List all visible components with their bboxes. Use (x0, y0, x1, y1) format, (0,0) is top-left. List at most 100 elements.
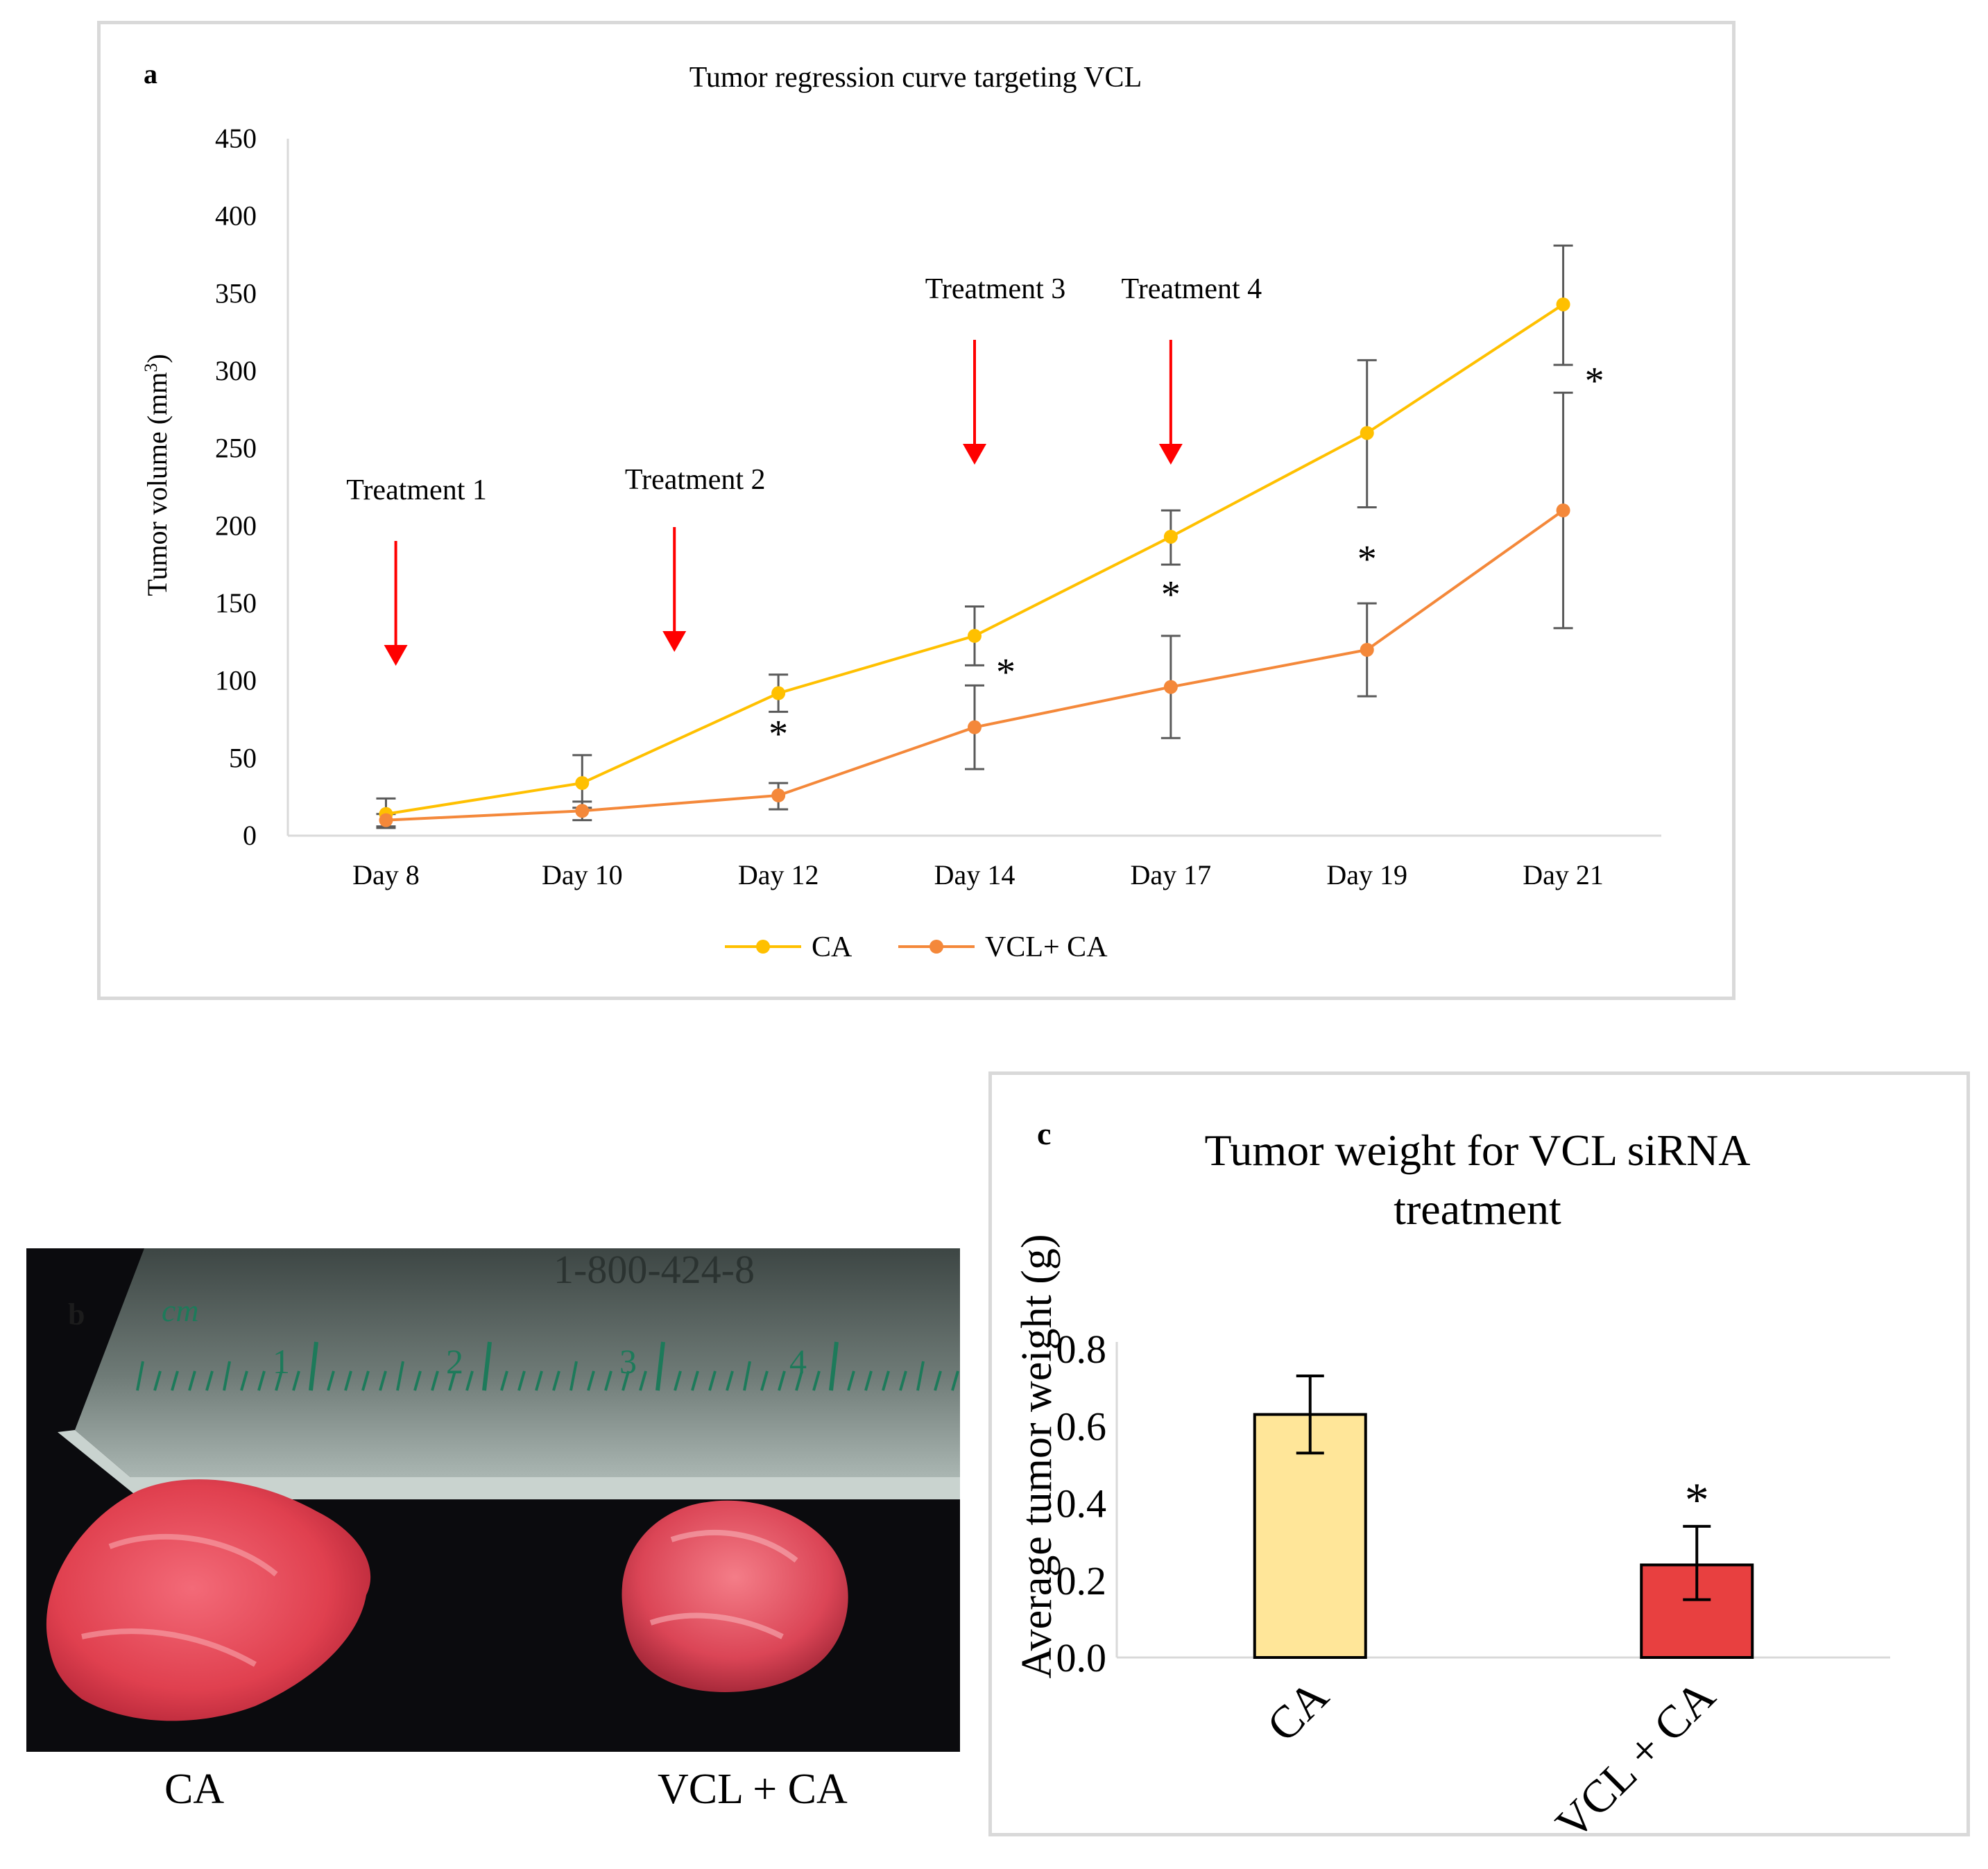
chart-c-error-bars (1296, 1374, 1711, 1601)
treatment-4: Treatment 4 (1122, 273, 1262, 465)
chart-a-y-axis-label: Tumor volume (mm3) (141, 354, 173, 596)
chart-a-y-tick-label: 400 (215, 200, 257, 232)
treatment-label: Treatment 4 (1122, 273, 1262, 305)
photo-caption-ca: CA (164, 1766, 225, 1813)
chart-a-point-vcl-ca (379, 813, 393, 827)
chart-c-x-ticks: CA VCL + CA (1258, 1671, 1725, 1850)
chart-c-error-bar (1296, 1374, 1324, 1455)
chart-a-y-tick-label: 200 (215, 510, 257, 541)
treatment-label: Treatment 2 (625, 464, 766, 496)
ruler-body (75, 1248, 960, 1477)
chart-a-treatment-arrows: Treatment 1 Treatment 2 Treatment 3 Treatme… (346, 273, 1262, 666)
panel-c-bar-chart: c Tumor weight for VCL siRNA treatment A… (988, 1071, 1970, 1850)
chart-c-y-tick-label: 0.2 (1056, 1558, 1107, 1603)
panel-b-tumor-photo: 1-800-424-8 b cm 1 2 3 4 (26, 1248, 960, 1752)
chart-a-legend-item-ca: CA (725, 931, 852, 963)
chart-a-point-vcl-ca (1163, 680, 1178, 694)
chart-a-y-tick-label: 350 (215, 277, 257, 309)
chart-a-significance-star: * (1161, 574, 1181, 617)
chart-c-y-tick-label: 0.6 (1056, 1404, 1107, 1449)
chart-a-point-vcl-ca (771, 788, 786, 802)
panel-a-letter: a (144, 58, 157, 89)
chart-a-point-ca (1360, 426, 1374, 440)
chart-c-title-line1: Tumor weight for VCL siRNA (1204, 1126, 1750, 1175)
treatment-arrow-head (963, 444, 986, 465)
chart-a-x-tick-label: Day 14 (934, 859, 1016, 890)
treatment-1: Treatment 1 (346, 474, 487, 666)
ruler-number-3: 3 (619, 1342, 637, 1381)
chart-c-y-ticks: 0.0 0.2 0.4 0.6 0.8 (1056, 1327, 1107, 1680)
chart-a-significance: * * * * * (769, 359, 1604, 755)
chart-a-x-tick-label: Day 21 (1523, 859, 1604, 890)
treatment-arrow-head (1158, 444, 1183, 465)
chart-a-significance-star: * (996, 651, 1016, 694)
chart-a-x-tick-label: Day 19 (1326, 859, 1407, 890)
chart-a-point-ca (968, 628, 982, 643)
chart-a-axes (286, 139, 1661, 837)
chart-a-point-ca (1556, 297, 1570, 311)
chart-a-y-tick-label: 300 (215, 355, 257, 386)
chart-c-error-bar (1683, 1524, 1711, 1601)
chart-c-y-tick-label: 0.0 (1056, 1635, 1107, 1680)
chart-a-significance-star: * (1585, 359, 1604, 402)
chart-c-y-axis-label: Average tumor weight (g) (1013, 1234, 1061, 1678)
chart-a-point-ca (771, 686, 786, 700)
chart-c-bar-ca (1253, 1413, 1367, 1659)
chart-c-x-tick-label: VCL + CA (1546, 1671, 1725, 1833)
tumor-weight-chart: c Tumor weight for VCL siRNA treatment A… (1013, 1116, 1890, 1850)
tumor-vcl-ca (622, 1500, 848, 1692)
chart-a-x-tick-label: Day 12 (738, 859, 819, 890)
treatment-arrow-head (662, 631, 687, 652)
ruler-number-1: 1 (273, 1342, 290, 1381)
panel-c-letter: c (1037, 1116, 1051, 1151)
chart-a-legend: CA VCL+ CA (725, 931, 1108, 963)
chart-a-y-tick-label: 250 (215, 433, 257, 464)
chart-a-y-tick-label: 150 (215, 587, 257, 619)
chart-a-y-ticks: 0 50 100 150 200 250 300 350 400 450 (215, 123, 257, 851)
photo-caption-vcl-ca: VCL + CA (658, 1766, 848, 1813)
chart-a-x-tick-label: Day 10 (542, 859, 623, 890)
chart-c-axes (1115, 1342, 1890, 1659)
tumor-vcl-ca-highlight (649, 1530, 798, 1639)
chart-a-point-vcl-ca (1556, 503, 1570, 517)
panel-a-line-chart: a Tumor regression curve targeting VCL 0… (97, 21, 1736, 1000)
chart-c-y-tick-label: 0.4 (1056, 1481, 1107, 1526)
chart-a-y-tick-label: 450 (215, 123, 257, 154)
chart-a-y-tick-label: 50 (229, 742, 257, 773)
chart-a-point-vcl-ca (968, 720, 982, 734)
ruler-number-2: 2 (446, 1342, 463, 1381)
chart-a-title: Tumor regression curve targeting VCL (689, 62, 1142, 94)
chart-a-y-tick-label: 0 (243, 820, 257, 851)
chart-c-significance-star: * (1685, 1474, 1709, 1527)
treatment-2: Treatment 2 (625, 464, 766, 652)
tumor-regression-chart: a Tumor regression curve targeting VCL 0… (141, 58, 1661, 963)
chart-a-point-vcl-ca (1360, 643, 1374, 657)
tumor-photo-illustration: 1-800-424-8 b cm 1 2 3 4 (26, 1248, 960, 1752)
chart-c-y-tick-label: 0.8 (1056, 1327, 1107, 1372)
chart-c-title-line2: treatment (1394, 1185, 1561, 1234)
chart-a-data-points (379, 297, 1570, 827)
chart-c-significance: * (1685, 1474, 1709, 1527)
chart-a-point-vcl-ca (575, 804, 590, 818)
chart-a-y-tick-label: 100 (215, 665, 257, 696)
panel-b-letter: b (68, 1298, 85, 1332)
chart-a-error-bars (376, 244, 1573, 829)
ruler-edge (58, 1430, 960, 1499)
treatment-arrow-head (384, 645, 408, 666)
chart-a-x-ticks: Day 8 Day 10 Day 12 Day 14 Day 17 Day 19 Day 2… (352, 859, 1604, 890)
chart-a-x-tick-label: Day 17 (1131, 859, 1212, 890)
chart-c-bars (1253, 1413, 1754, 1659)
chart-a-x-tick-label: Day 8 (352, 859, 420, 890)
chart-a-significance-star: * (769, 713, 788, 756)
chart-a-significance-star: * (1357, 537, 1377, 580)
ruler-phone-text: 1-800-424-8 (554, 1248, 755, 1292)
ruler-ticks (136, 1341, 959, 1391)
svg-text:VCL+ CA: VCL+ CA (985, 931, 1108, 963)
treatment-3: Treatment 3 (925, 273, 1066, 465)
treatment-label: Treatment 3 (925, 273, 1066, 305)
svg-text:CA: CA (812, 931, 852, 963)
chart-a-point-ca (575, 776, 590, 791)
treatment-label: Treatment 1 (346, 474, 487, 506)
tumor-ca-highlight (81, 1533, 278, 1667)
ruler-unit-label: cm (162, 1293, 199, 1328)
